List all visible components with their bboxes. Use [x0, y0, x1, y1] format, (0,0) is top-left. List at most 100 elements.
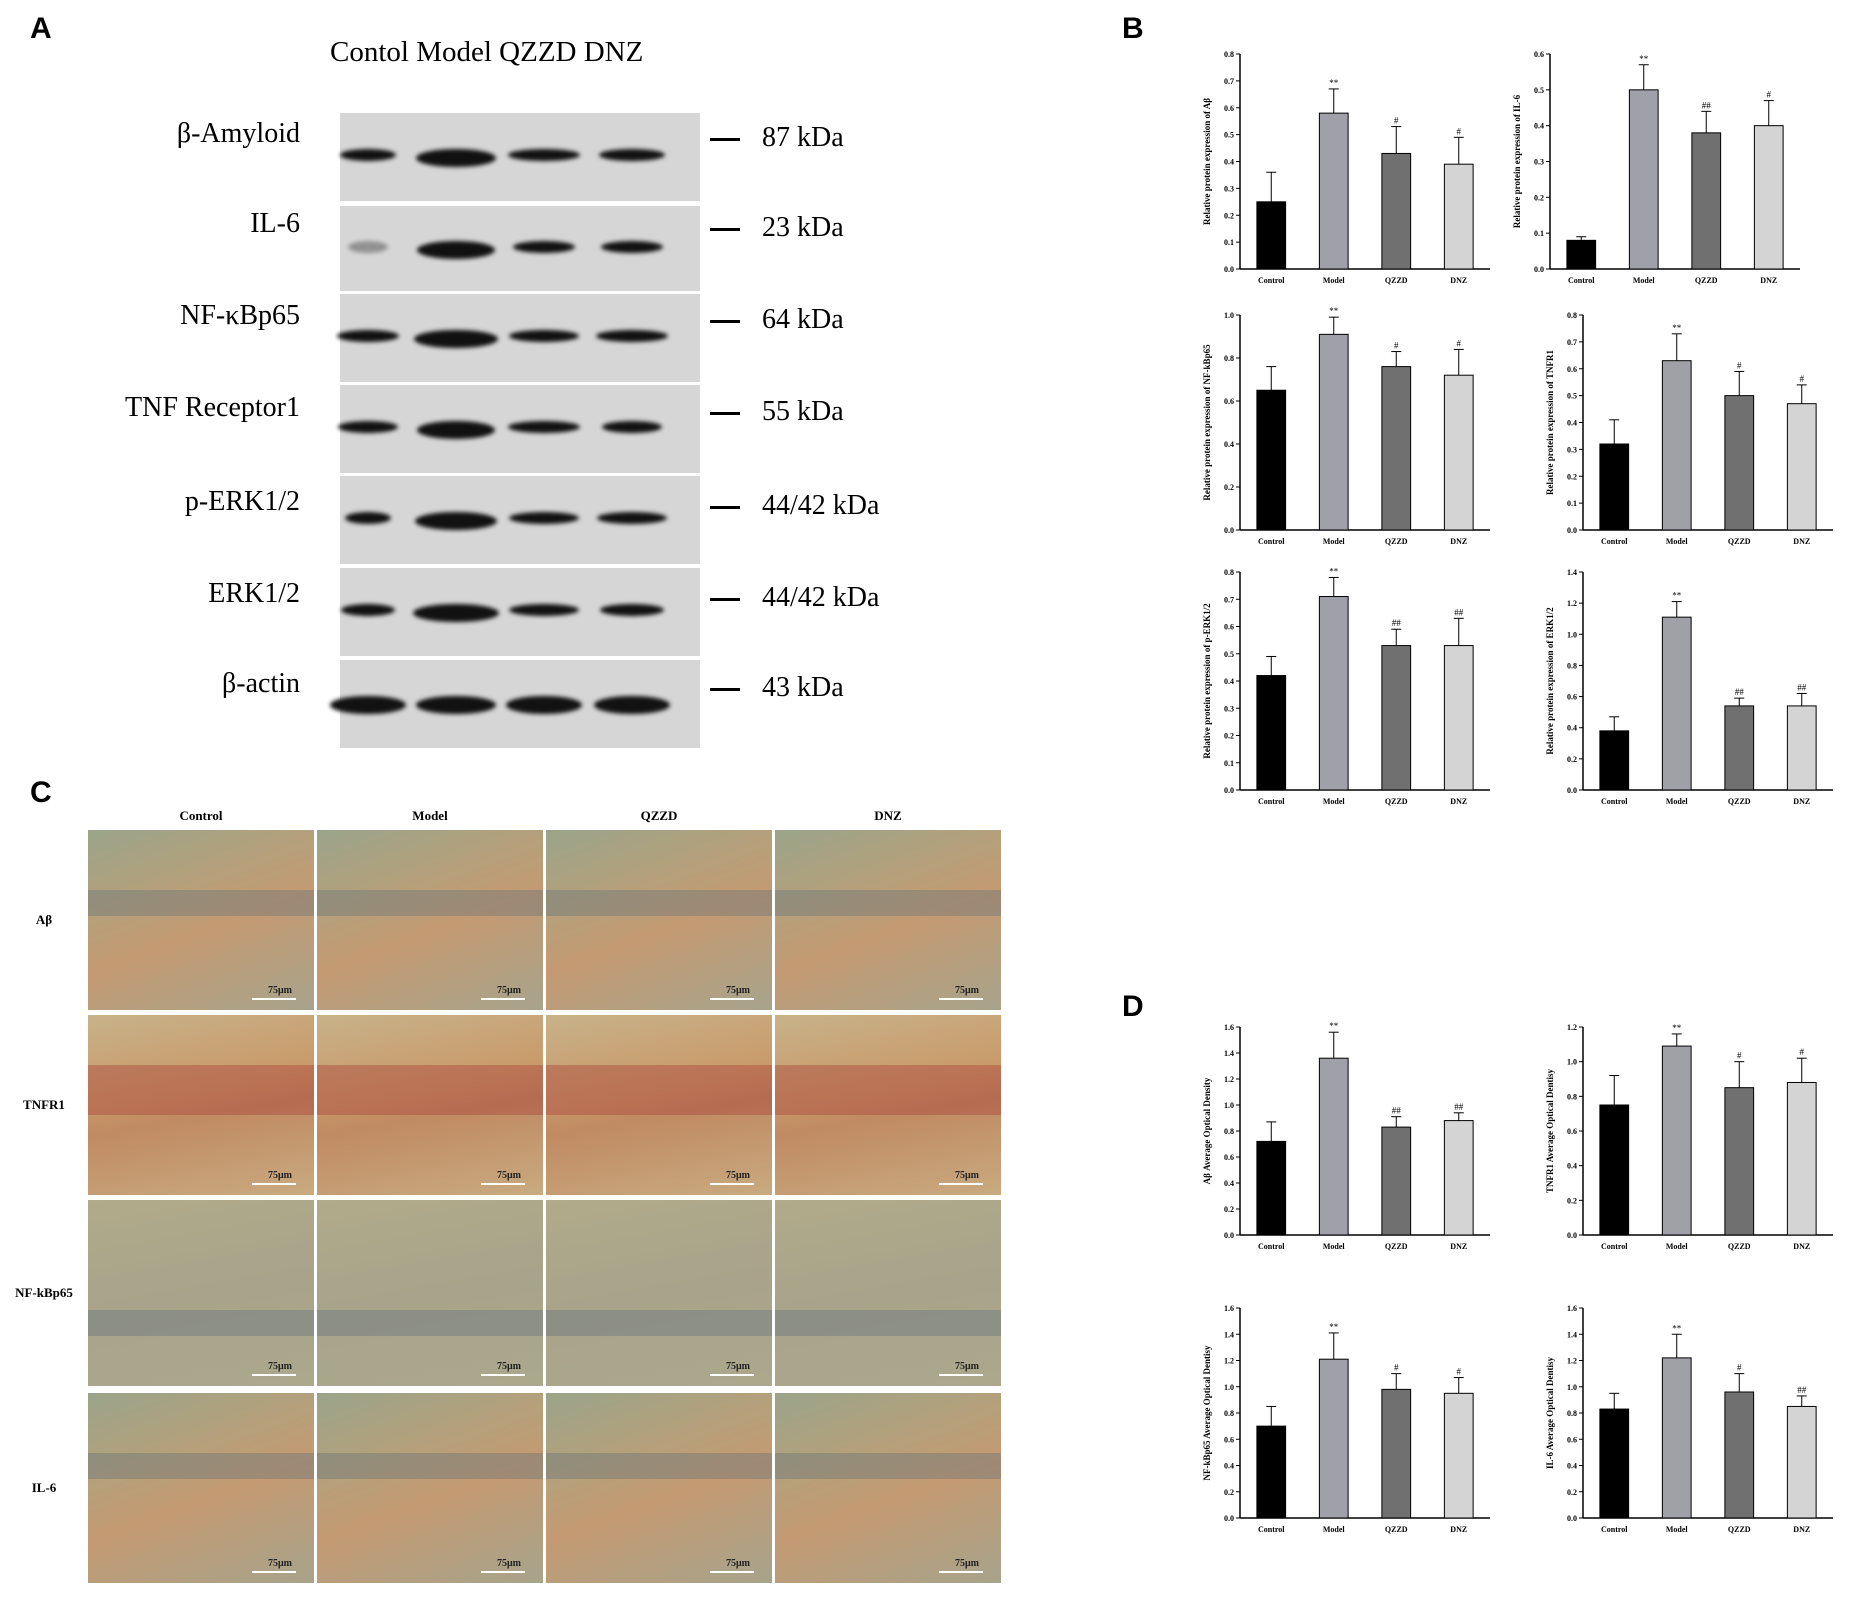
bar [1443, 645, 1474, 791]
y-tick-label: 0.8 [1224, 50, 1234, 59]
bar [1381, 152, 1412, 270]
y-tick-label: 0.8 [1567, 661, 1577, 670]
bar [1724, 395, 1755, 531]
ihc-micrograph: 75μm [88, 1015, 314, 1195]
significance-mark: ## [1392, 1106, 1402, 1116]
blot-protein-label: p-ERK1/2 [184, 486, 300, 517]
ihc-micrograph: 75μm [88, 1393, 314, 1583]
blot-row [340, 476, 700, 567]
bar [1661, 616, 1692, 791]
x-tick-label: Control [1601, 537, 1628, 546]
significance-mark: # [1767, 90, 1772, 100]
blot-band [417, 421, 495, 439]
bar [1599, 730, 1630, 791]
blot-band [594, 696, 670, 714]
y-tick-label: 1.0 [1224, 311, 1234, 320]
y-tick-label: 0.0 [1567, 786, 1577, 795]
x-tick-label: Control [1258, 537, 1285, 546]
scale-bar-label: 75μm [497, 1558, 521, 1569]
x-tick-label: QZZD [1728, 1242, 1751, 1251]
y-tick-label: 1.4 [1567, 568, 1577, 577]
x-tick-label: QZZD [1728, 537, 1751, 546]
y-tick-label: 0.1 [1224, 238, 1234, 247]
y-axis-label: Relative protein expression of Aβ [1202, 98, 1212, 225]
y-tick-label: 0.2 [1224, 732, 1234, 741]
y-tick-label: 0.4 [1567, 1462, 1577, 1471]
bar [1318, 596, 1349, 791]
bar [1318, 1358, 1349, 1519]
significance-mark: ** [1672, 323, 1682, 333]
blot-band [509, 604, 579, 616]
y-tick-label: 0.0 [1224, 786, 1234, 795]
y-tick-label: 1.6 [1224, 1023, 1234, 1032]
blot-kda-label: 43 kDa [762, 672, 844, 703]
bar [1566, 239, 1597, 270]
significance-mark: # [1457, 126, 1462, 136]
x-tick-label: Model [1666, 1525, 1689, 1534]
scale-bar-label: 75μm [726, 1170, 750, 1181]
x-tick-label: Model [1323, 537, 1346, 546]
blot-kda-label: 55 kDa [762, 396, 844, 427]
y-axis-label: Relative protein expression of NF-kBp65 [1202, 344, 1212, 501]
x-tick-label: Control [1258, 1242, 1285, 1251]
x-tick-label: DNZ [1760, 276, 1777, 285]
blot-band [416, 696, 496, 714]
y-tick-label: 1.0 [1567, 1383, 1577, 1392]
scale-bar-label: 75μm [955, 1361, 979, 1372]
bar [1443, 163, 1474, 270]
scale-bar-label: 75μm [268, 1558, 292, 1569]
significance-mark: # [1737, 1363, 1742, 1373]
significance-mark: ** [1672, 591, 1682, 601]
y-axis-label: Relative protein expression of p-ERK1/2 [1202, 603, 1212, 759]
x-tick-label: Model [1323, 797, 1346, 806]
y-tick-label: 0.8 [1224, 1127, 1234, 1136]
ihc-micrograph: 75μm [546, 830, 772, 1010]
x-tick-label: QZZD [1385, 537, 1408, 546]
bar [1381, 1388, 1412, 1519]
y-tick-label: 1.2 [1567, 1023, 1577, 1032]
x-tick-label: Control [1258, 276, 1285, 285]
scale-bar-label: 75μm [268, 985, 292, 996]
blot-band [508, 421, 580, 433]
ihc-micrograph: 75μm [775, 1200, 1001, 1386]
y-tick-label: 0.4 [1567, 419, 1577, 428]
significance-mark: ** [1672, 1023, 1682, 1033]
x-tick-label: Model [1666, 797, 1689, 806]
bar [1724, 705, 1755, 791]
y-tick-label: 0.6 [1567, 1127, 1577, 1136]
ihc-micrograph: 75μm [775, 1015, 1001, 1195]
blot-marker-dash [710, 688, 740, 691]
blot-marker-dash [710, 138, 740, 141]
y-tick-label: 0.2 [1567, 472, 1577, 481]
blot-band [413, 604, 499, 622]
significance-mark: ## [1797, 1385, 1807, 1395]
bar [1724, 1391, 1755, 1519]
blot-band [417, 240, 495, 259]
ihc-micrograph: 75μm [775, 1393, 1001, 1583]
blot-band [599, 149, 665, 161]
y-tick-label: 1.4 [1224, 1330, 1234, 1339]
x-tick-label: DNZ [1793, 537, 1810, 546]
bar [1786, 705, 1817, 791]
blot-kda-label: 44/42 kDa [762, 490, 880, 521]
blot-band [596, 330, 668, 342]
significance-mark: ** [1329, 306, 1339, 316]
y-tick-label: 0.0 [1534, 265, 1544, 274]
y-tick-label: 0.2 [1224, 1488, 1234, 1497]
significance-mark: # [1457, 1367, 1462, 1377]
blot-protein-label: β-Amyloid [176, 118, 300, 149]
y-tick-label: 0.0 [1224, 265, 1234, 274]
y-tick-label: 0.5 [1224, 131, 1234, 140]
ihc-row-header: NF-kBp65 [15, 1285, 73, 1300]
scale-bar-label: 75μm [497, 985, 521, 996]
significance-mark: # [1737, 360, 1742, 370]
blot-band [330, 696, 406, 714]
bar [1256, 389, 1287, 531]
y-tick-label: 0.4 [1224, 677, 1234, 686]
y-tick-label: 0.2 [1567, 755, 1577, 764]
bar [1753, 125, 1784, 270]
panel-letter-a: A [30, 12, 52, 45]
y-tick-label: 0.3 [1567, 445, 1577, 454]
bar [1786, 403, 1817, 531]
bar [1381, 1126, 1412, 1236]
